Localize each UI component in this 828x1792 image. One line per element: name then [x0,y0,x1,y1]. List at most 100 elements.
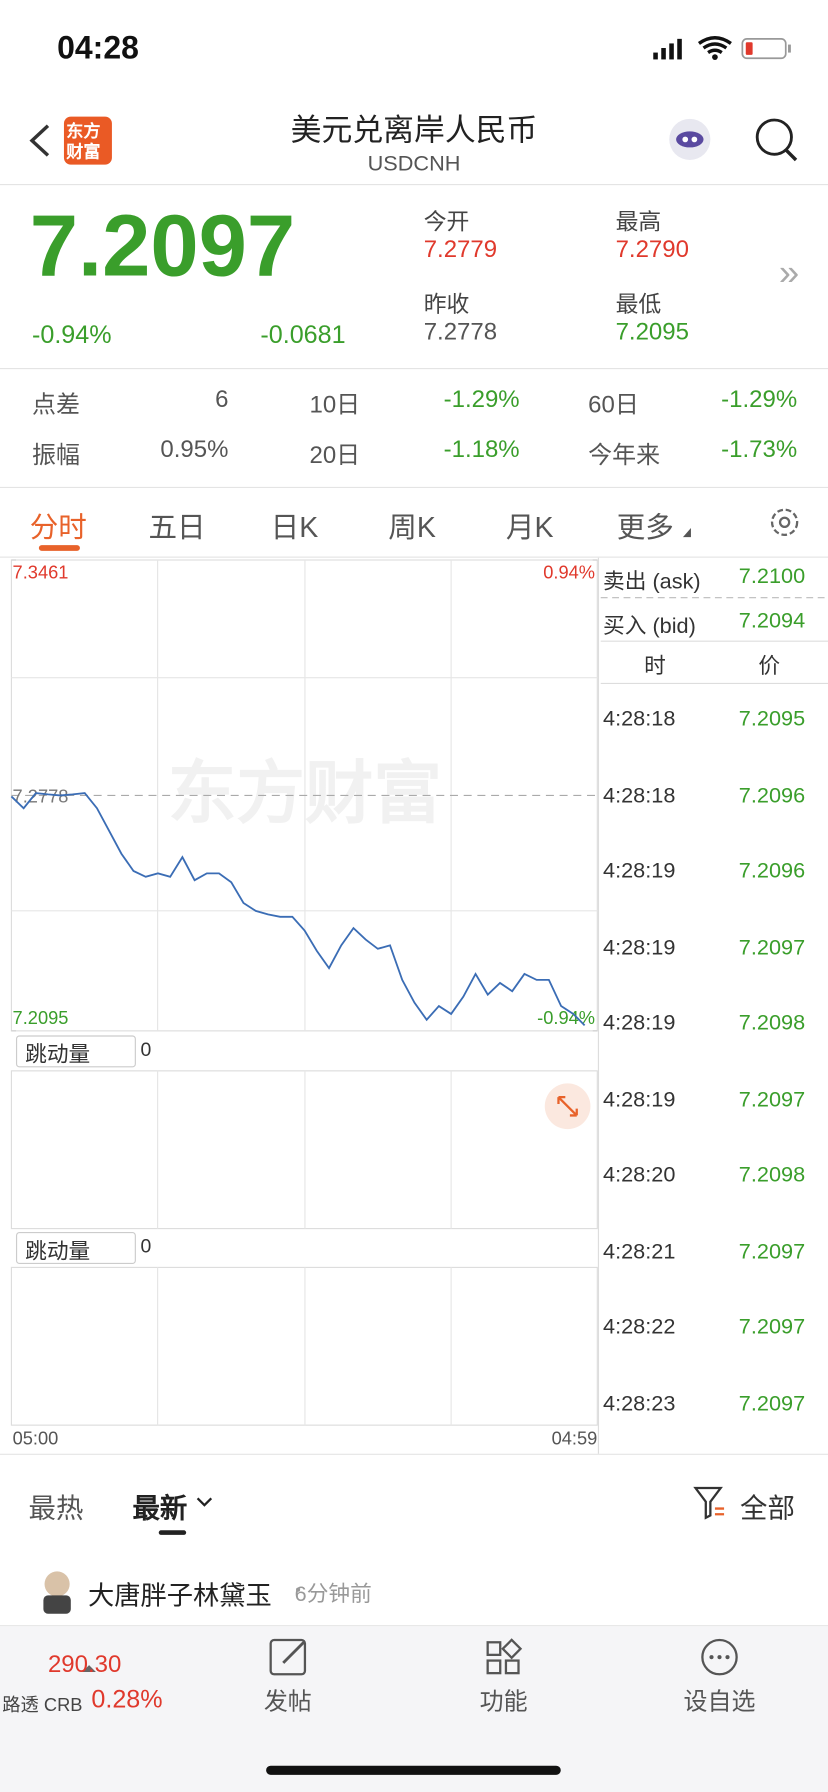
more-caret [682,528,691,538]
book-label: 卖出 (ask) [603,570,701,595]
trade-price: 7.2097 [738,1239,806,1264]
post-author: 大唐胖子林黛玉 [87,1580,272,1611]
stat-value: 7.2778 [423,318,498,346]
feed-tab[interactable]: 最热 [28,1493,84,1525]
ticker-value: 290.30 [47,1651,122,1678]
trade-time: 4:28:19 [603,935,676,960]
metric-value: 6 [215,386,229,413]
metric-value: -1.18% [443,436,520,463]
stat-label: 最低 [615,292,662,318]
trade-price: 7.2095 [738,707,806,732]
chart-tab[interactable]: 五日 [148,512,206,545]
trade-time: 4:28:23 [603,1391,676,1416]
volume-selector[interactable] [15,1232,136,1265]
metric-label: 今年来 [588,442,661,469]
change-pct: -0.94% [31,320,112,349]
trade-price: 7.2098 [738,1011,806,1036]
header-left[interactable] [23,114,126,169]
y2-tick-label: 0.94% [543,561,595,582]
feed-filter: 全部 [740,1493,795,1525]
post-time: 6分钟前 [294,1582,372,1607]
feed-caret [196,1497,213,1507]
ticker-name: 路透 CRB [2,1696,83,1716]
nav-item[interactable]: 设自选 [683,1689,756,1716]
stat-value: 7.2790 [615,236,689,263]
metric-label: 点差 [31,392,80,419]
metric-value: -1.29% [443,386,520,413]
chart-tab[interactable]: 日K [270,512,319,545]
x-axis-label: 04:59 [551,1429,598,1450]
y-tick-label: 7.2778 [13,785,69,806]
volume-label: 跳动量 [25,1043,91,1068]
trade-time: 4:28:20 [603,1163,676,1188]
book-header: 价 [758,654,781,679]
status-icons [653,36,791,61]
metric-label: 振幅 [31,442,80,469]
dot [296,1587,301,1592]
last-price: 7.2097 [29,197,296,295]
bottom-bar [0,1626,828,1792]
status-time: 04:28 [57,29,139,66]
metric-label: 10日 [309,392,361,419]
metric-value: 0.95% [160,436,229,463]
trade-price: 7.2096 [738,783,806,808]
stat-value: 7.2779 [423,236,498,263]
metric-label: 20日 [309,442,361,469]
trade-time: 4:28:21 [603,1239,676,1264]
trade-price: 7.2097 [738,1087,806,1112]
panel-frame [10,1266,598,1426]
detail-arrow[interactable]: » [778,251,800,293]
stat-value: 7.2095 [615,318,689,346]
expand-icon [557,1096,578,1117]
feed-tab[interactable]: 最新 [132,1493,188,1525]
book-header: 时 [644,654,666,679]
stat-label: 今开 [423,210,470,236]
header-right[interactable] [665,114,802,169]
logo-text: 财富 [66,142,101,163]
trade-price: 7.2096 [738,859,806,884]
book-value: 7.2094 [738,609,806,634]
page-subtitle: USDCNH [367,152,461,177]
nav-item[interactable]: 功能 [479,1689,528,1716]
stat-label: 最高 [615,210,662,236]
ticker-pct: 0.28% [91,1684,163,1714]
y-tick-label: 7.3461 [13,561,69,582]
chart-tab[interactable]: 周K [388,512,436,545]
trade-time: 4:28:22 [603,1315,676,1340]
trade-price: 7.2097 [738,1315,806,1340]
filter-icon[interactable] [692,1483,726,1522]
trade-price: 7.2097 [738,1391,806,1416]
y-tick-label: 7.2095 [13,1007,69,1028]
feed-tab-underline [158,1530,187,1535]
book-value: 7.2100 [738,564,806,589]
trade-time: 4:28:18 [603,783,676,808]
volume-value: 0 [140,1038,152,1061]
volume-selector[interactable] [15,1035,136,1068]
logo-text: 东方 [66,122,101,142]
stat-label: 昨收 [423,292,470,318]
chart-tab[interactable]: 月K [505,512,554,545]
price-line [10,792,586,1027]
chart-tab[interactable]: 更多 [616,512,674,545]
trade-time: 4:28:19 [603,859,676,884]
metric-value: -1.73% [721,436,798,463]
page-title: 美元兑离岸人民币 [290,113,538,148]
nav-icons [82,1638,738,1676]
panel-frame [10,1070,598,1230]
chart-tab[interactable]: 分时 [29,512,87,545]
y2-tick-label: -0.94% [537,1007,595,1028]
metric-label: 60日 [588,392,639,419]
settings-icon[interactable] [765,503,804,542]
nav-item[interactable]: 发帖 [263,1689,312,1716]
trade-time: 4:28:19 [603,1011,676,1036]
volume-value: 0 [140,1235,152,1258]
trade-price: 7.2097 [738,935,806,960]
change-abs: -0.0681 [260,320,346,349]
home-indicator [266,1765,561,1775]
book-label: 买入 (bid) [603,614,696,639]
watermark: 东方财富 [168,755,442,832]
trade-time: 4:28:19 [603,1087,676,1112]
